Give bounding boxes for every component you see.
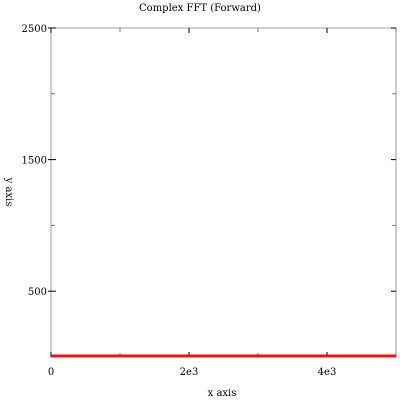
y-tick-label: 500 [28, 287, 47, 298]
x-tick-label: 2e3 [180, 367, 199, 378]
x-tick-label: 4e3 [318, 367, 337, 378]
chart-title: Complex FFT (Forward) [139, 3, 261, 14]
plot-frame [50, 27, 397, 358]
y-tick-label: 2500 [22, 24, 47, 35]
y-axis-ticks: 500 1500 2500 [22, 24, 396, 298]
y-tick-label: 1500 [22, 156, 47, 167]
y-axis-label: y axis [3, 177, 14, 207]
x-axis-ticks: 0 2e3 4e3 [48, 28, 397, 378]
x-axis-label: x axis [208, 388, 237, 399]
x-tick-label: 0 [48, 367, 54, 378]
